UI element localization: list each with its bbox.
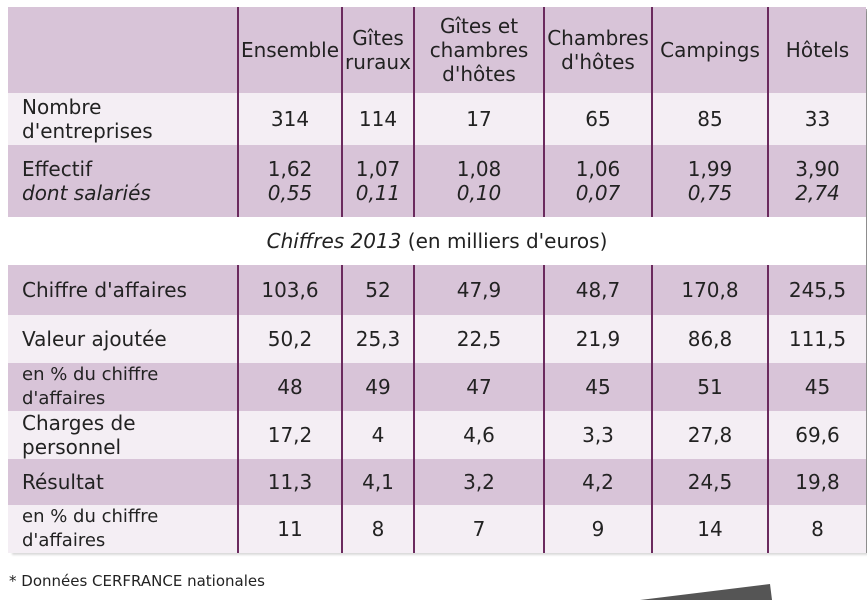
table-row: Chiffre d'affaires 103,6 52 47,9 48,7 17… bbox=[8, 265, 866, 315]
header-empty-cell bbox=[8, 7, 238, 93]
table-row: Valeur ajoutée 50,2 25,3 22,5 21,9 86,8 … bbox=[8, 315, 866, 363]
table-cell: 48,7 bbox=[543, 265, 652, 315]
table-row: Nombre d'entreprises 314 114 17 65 85 33 bbox=[8, 93, 866, 145]
table-cell: 17 bbox=[413, 93, 544, 145]
table-cell: 4 bbox=[341, 411, 414, 459]
data-table-container: Ensemble Gîtes ruraux Gîtes et chambres d'h… bbox=[8, 7, 866, 553]
table-cell: 22,5 bbox=[413, 315, 544, 363]
column-header-gites-chambres: Gîtes et chambres d'hôtes bbox=[413, 7, 544, 93]
data-table: Ensemble Gîtes ruraux Gîtes et chambres d'h… bbox=[8, 7, 866, 553]
table-cell: 8 bbox=[341, 505, 414, 553]
table-cell: 65 bbox=[543, 93, 652, 145]
table-cell: 4,6 bbox=[413, 411, 544, 459]
table-cell: 27,8 bbox=[651, 411, 768, 459]
footnote: * Données CERFRANCE nationales bbox=[9, 572, 265, 590]
table-row: Résultat 11,3 4,1 3,2 4,2 24,5 19,8 bbox=[8, 459, 866, 505]
table-cell: 24,5 bbox=[651, 459, 768, 505]
table-cell: 1,08 0,10 bbox=[413, 145, 544, 217]
table-cell: 1,62 0,55 bbox=[237, 145, 342, 217]
row-label: Chiffre d'affaires bbox=[22, 278, 187, 302]
table-cell: 45 bbox=[767, 363, 866, 411]
table-cell: 114 bbox=[341, 93, 414, 145]
dont-salaries-label: dont salariés bbox=[22, 181, 151, 205]
table-cell: 69,6 bbox=[767, 411, 866, 459]
table-cell: 33 bbox=[767, 93, 866, 145]
table-cell: 47 bbox=[413, 363, 544, 411]
table-cell: 170,8 bbox=[651, 265, 768, 315]
table-row: Charges de personnel 17,2 4 4,6 3,3 27,8… bbox=[8, 411, 866, 459]
table-cell: 3,2 bbox=[413, 459, 544, 505]
row-label: Valeur ajoutée bbox=[22, 327, 167, 351]
table-cell: 86,8 bbox=[651, 315, 768, 363]
header-row: Ensemble Gîtes ruraux Gîtes et chambres d'h… bbox=[8, 7, 866, 93]
table-cell: 3,3 bbox=[543, 411, 652, 459]
table-cell: 51 bbox=[651, 363, 768, 411]
table-cell: 1,99 0,75 bbox=[651, 145, 768, 217]
row-label: Nombre d'entreprises bbox=[22, 95, 153, 143]
table-cell: 1,07 0,11 bbox=[341, 145, 414, 217]
row-label-effectif: Effectif dont salariés bbox=[8, 145, 238, 217]
decorative-shape bbox=[640, 584, 772, 600]
table-row: en % du chiffre d'affaires 48 49 47 45 5… bbox=[8, 363, 866, 411]
table-cell: 11,3 bbox=[237, 459, 342, 505]
table-cell: 14 bbox=[651, 505, 768, 553]
table-cell: 314 bbox=[237, 93, 342, 145]
table-cell: 4,2 bbox=[543, 459, 652, 505]
table-cell: 47,9 bbox=[413, 265, 544, 315]
table-cell: 50,2 bbox=[237, 315, 342, 363]
table-cell: 9 bbox=[543, 505, 652, 553]
table-cell: 1,06 0,07 bbox=[543, 145, 652, 217]
effectif-label: Effectif bbox=[22, 157, 93, 181]
row-label: Charges de personnel bbox=[22, 411, 136, 459]
column-header-gites-ruraux: Gîtes ruraux bbox=[341, 7, 414, 93]
table-cell: 48 bbox=[237, 363, 342, 411]
table-cell: 25,3 bbox=[341, 315, 414, 363]
column-header-ensemble: Ensemble bbox=[237, 7, 342, 93]
row-label: en % du chiffre d'affaires bbox=[22, 364, 159, 409]
table-cell: 21,9 bbox=[543, 315, 652, 363]
table-cell: 52 bbox=[341, 265, 414, 315]
table-cell: 3,90 2,74 bbox=[767, 145, 866, 217]
table-cell: 4,1 bbox=[341, 459, 414, 505]
table-row-effectif: Effectif dont salariés 1,62 0,55 1,07 0,11… bbox=[8, 145, 866, 217]
table-cell: 11 bbox=[237, 505, 342, 553]
section-row: Chiffres 2013 (en milliers d'euros) bbox=[8, 217, 866, 265]
column-header-campings: Campings bbox=[651, 7, 768, 93]
row-label: Résultat bbox=[22, 470, 104, 494]
section-title: Chiffres 2013 (en milliers d'euros) bbox=[266, 229, 608, 253]
row-label: en % du chiffre d'affaires bbox=[22, 506, 159, 551]
table-cell: 103,6 bbox=[237, 265, 342, 315]
column-header-hotels: Hôtels bbox=[767, 7, 866, 93]
table-cell: 85 bbox=[651, 93, 768, 145]
table-cell: 45 bbox=[543, 363, 652, 411]
table-cell: 8 bbox=[767, 505, 866, 553]
table-cell: 7 bbox=[413, 505, 544, 553]
table-cell: 111,5 bbox=[767, 315, 866, 363]
table-row: en % du chiffre d'affaires 11 8 7 9 14 8 bbox=[8, 505, 866, 553]
table-cell: 49 bbox=[341, 363, 414, 411]
table-cell: 19,8 bbox=[767, 459, 866, 505]
column-header-chambres-hotes: Chambres d'hôtes bbox=[543, 7, 652, 93]
table-cell: 17,2 bbox=[237, 411, 342, 459]
table-cell: 245,5 bbox=[767, 265, 866, 315]
